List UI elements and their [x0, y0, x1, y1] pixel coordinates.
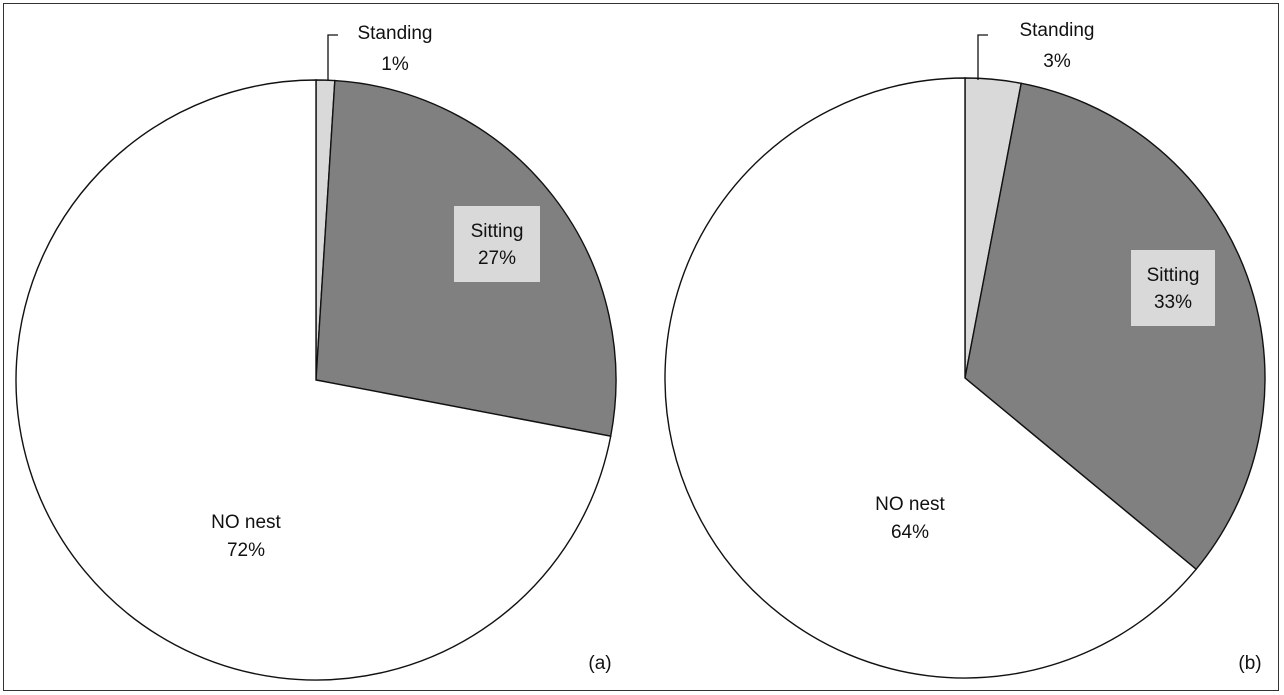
sitting-label-box-a: [454, 206, 540, 282]
sitting-value-label-b: 33%: [1154, 292, 1192, 313]
no-nest-name-label-a: NO nest: [211, 512, 281, 533]
standing-name-label-b: Standing: [1019, 20, 1094, 41]
sitting-value-label-a: 27%: [478, 248, 516, 269]
standing-name-label-a: Standing: [357, 23, 432, 44]
standing-leader-line-a: [327, 34, 338, 80]
panel-label-a: (a): [588, 653, 611, 674]
no-nest-name-label-b: NO nest: [875, 494, 945, 515]
pie-chart-a: Standing 1% Sitting 27% NO nest 72% (a): [15, 23, 617, 681]
standing-value-label-a: 1%: [381, 54, 409, 75]
sitting-name-label-b: Sitting: [1147, 265, 1200, 286]
no-nest-value-label-b: 64%: [891, 522, 929, 543]
slice-no-nest-a: [15, 79, 612, 681]
pie-chart-b: Standing 3% Sitting 33% NO nest 64% (b): [664, 20, 1266, 679]
no-nest-value-label-a: 72%: [227, 540, 265, 561]
panel-label-b: (b): [1238, 653, 1261, 674]
slice-no-nest-b: [664, 77, 1198, 679]
slice-sitting-b: [964, 82, 1266, 571]
sitting-name-label-a: Sitting: [471, 221, 524, 242]
standing-leader-line-b: [977, 34, 988, 80]
sitting-label-box-b: [1131, 250, 1215, 326]
standing-value-label-b: 3%: [1043, 51, 1071, 72]
